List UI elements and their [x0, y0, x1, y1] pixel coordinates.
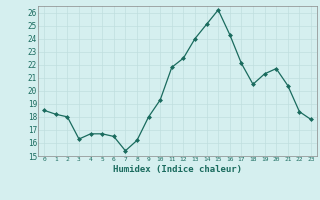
- X-axis label: Humidex (Indice chaleur): Humidex (Indice chaleur): [113, 165, 242, 174]
